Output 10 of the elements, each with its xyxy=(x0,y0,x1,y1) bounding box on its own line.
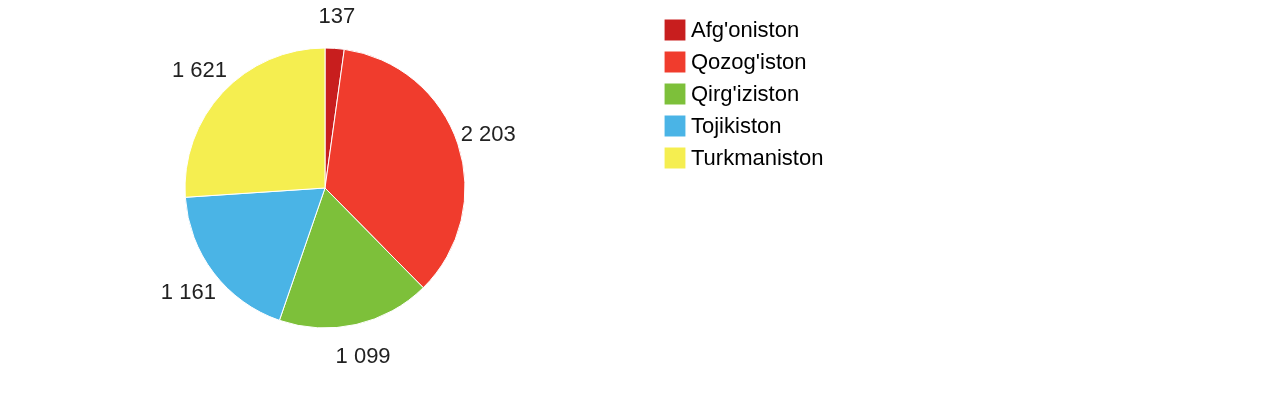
legend-label: Turkmaniston xyxy=(691,145,824,170)
data-label: 1 621 xyxy=(171,57,227,83)
legend-label: Qozog'iston xyxy=(691,49,807,74)
data-label: 1 161 xyxy=(160,279,216,305)
legend-label: Tojikiston xyxy=(691,113,782,138)
legend-label: Afg'oniston xyxy=(691,17,800,42)
data-label: 1 099 xyxy=(335,342,391,368)
data-label: 2 203 xyxy=(460,120,516,146)
legend-label: Qirg'iziston xyxy=(691,81,800,106)
data-label: 137 xyxy=(318,3,356,29)
